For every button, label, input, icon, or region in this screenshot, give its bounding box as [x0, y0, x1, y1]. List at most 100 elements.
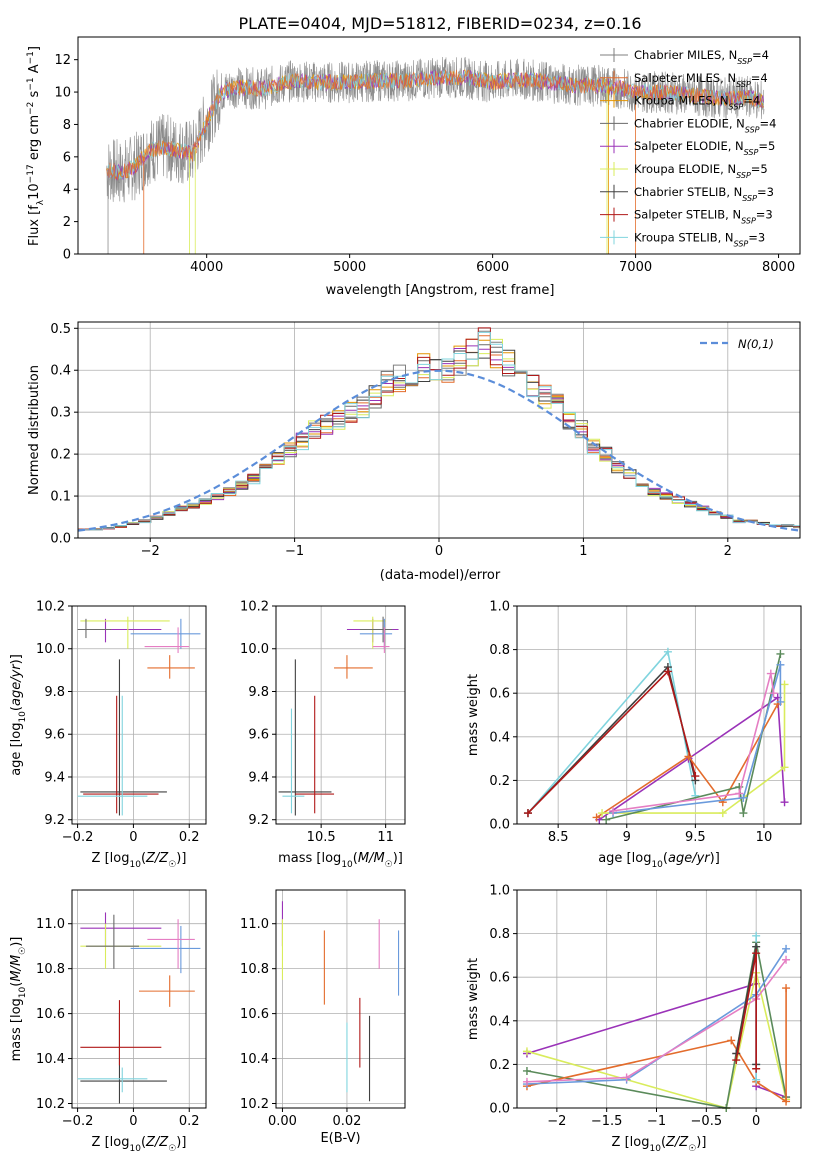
x-tick-label: −0.2	[62, 1114, 94, 1129]
x-tick-label: 9.5	[685, 830, 706, 845]
y-tick-label: 6	[63, 150, 71, 165]
weight-marker	[776, 697, 785, 706]
y-tick-label: 10.0	[36, 642, 65, 657]
weight-marker	[782, 955, 791, 964]
weight-marker	[776, 660, 785, 669]
chart-z-weight: −2 −1.5 −1 −0.5 0 0.0 0.2 0.4 0.6 0.8 1.0 Z [log10(…	[466, 884, 802, 1154]
y-tick-label: 10.2	[36, 1097, 65, 1112]
x-tick-label: −2	[547, 1114, 566, 1129]
x-tick-label: 0	[129, 830, 137, 845]
weight-marker	[523, 809, 532, 818]
y-tick-label: 0.5	[50, 322, 71, 337]
weight-marker	[598, 809, 607, 818]
x-tick-label: −1	[647, 1114, 666, 1129]
weight-marker	[782, 944, 791, 953]
weight-marker	[735, 789, 744, 798]
weight-marker	[718, 809, 727, 818]
y-tick-label: 10.6	[240, 1007, 269, 1022]
x-tick-label: 0.2	[179, 1114, 200, 1129]
chart-age-weight: 8.5 9 9.5 10 0.0 0.2 0.4 0.6 0.8 1.0 age [log10(ag…	[466, 600, 802, 870]
legend-entry: Chabrier ELODIE, NSSP=4	[634, 116, 776, 133]
y-tick-label: 11.0	[36, 917, 65, 932]
weight-marker	[780, 798, 789, 807]
x-tick-label: 0	[752, 1114, 760, 1129]
x-tick-label: 0	[435, 544, 443, 559]
x-axis-label: wavelength [Angstrom, rest frame]	[326, 283, 555, 298]
x-tick-label: 0.00	[268, 1114, 297, 1129]
y-tick-label: 10.2	[240, 1097, 269, 1112]
normal-reference-curve	[77, 369, 801, 532]
weight-marker	[780, 763, 789, 772]
weight-marker	[780, 680, 789, 689]
weight-marker	[522, 1077, 531, 1086]
weight-marker	[727, 1036, 736, 1045]
figure-title: PLATE=0404, MJD=51812, FIBERID=0234, z=0…	[238, 14, 641, 33]
weight-marker	[739, 793, 748, 802]
model-spectrum	[106, 70, 765, 180]
y-tick-label: 10.4	[240, 1052, 269, 1067]
x-axis-label: age [log10(age/yr)]	[598, 851, 720, 870]
weight-line	[527, 669, 697, 814]
weight-marker	[739, 809, 748, 818]
x-tick-label: 0.2	[179, 830, 200, 845]
legend-entry: Kroupa MILES, NSSP=4	[634, 94, 760, 112]
y-tick-label: 9.6	[44, 728, 65, 743]
y-tick-label: 0.4	[489, 730, 510, 745]
weight-marker	[782, 984, 791, 993]
legend-entry: Salpeter MILES, NSSP=4	[634, 71, 768, 89]
legend-entry: Chabrier MILES, NSSP=4	[634, 48, 769, 66]
x-axis-label: Z [log10(Z/Z☉)]	[612, 1135, 707, 1154]
x-tick-label: 8.5	[548, 830, 569, 845]
weight-marker	[663, 667, 672, 676]
chart-residuals: −2 −1 0 1 2 0.0 0.1 0.2 0.3 0.4 0.5 (data-model)/er…	[27, 321, 801, 583]
x-tick-label: 0	[129, 1114, 137, 1129]
chart-spectrum: 4000 5000 6000 7000 8000 0 2 4 6 8 10 12 wavelength …	[26, 36, 801, 298]
y-tick-label: 0.0	[489, 818, 510, 833]
weight-marker	[622, 1073, 631, 1082]
y-tick-label: 10.6	[36, 1007, 65, 1022]
x-tick-label: −0.2	[62, 830, 94, 845]
x-tick-label: 0.02	[332, 1114, 361, 1129]
weight-marker	[522, 1047, 531, 1056]
weight-marker	[752, 1064, 761, 1073]
y-tick-label: 0.0	[50, 532, 71, 547]
y-tick-label: 9.8	[248, 685, 269, 700]
axes-frame	[71, 889, 207, 1109]
legend-entry: Kroupa ELODIE, NSSP=5	[634, 162, 768, 180]
weight-line	[612, 673, 775, 812]
weight-line	[598, 696, 786, 821]
y-tick-label: 9.2	[44, 813, 65, 828]
weight-marker	[769, 689, 778, 698]
weight-marker	[663, 647, 672, 656]
weight-marker	[592, 813, 601, 822]
x-tick-label: −1.5	[591, 1114, 623, 1129]
weight-marker	[782, 1097, 791, 1106]
y-tick-label: 0.2	[489, 774, 510, 789]
weight-marker	[732, 1056, 741, 1065]
y-tick-label: 0.8	[489, 643, 510, 658]
weight-marker	[752, 1075, 761, 1084]
legend-entry: Salpeter ELODIE, NSSP=5	[634, 139, 775, 157]
y-tick-label: 8	[63, 118, 71, 133]
x-axis-label: (data-model)/error	[380, 568, 501, 583]
y-tick-label: 10	[54, 86, 71, 101]
y-tick-label: 2	[63, 215, 71, 230]
y-axis-label: mass weight	[466, 674, 481, 756]
x-tick-label: −2	[141, 544, 160, 559]
y-tick-label: 0.4	[50, 364, 71, 379]
weight-line	[612, 664, 782, 814]
x-tick-label: 9	[623, 830, 631, 845]
legend-entry: Kroupa STELIB, NSSP=3	[634, 230, 765, 248]
y-tick-label: 10.2	[36, 600, 65, 615]
y-tick-label: 0.2	[489, 1058, 510, 1073]
y-tick-label: 0	[63, 248, 71, 263]
legend-entry: N(0,1)	[738, 337, 774, 351]
legend-entry: Chabrier STELIB, NSSP=3	[634, 185, 774, 203]
x-tick-label: −0.5	[691, 1114, 723, 1129]
weight-line	[526, 959, 787, 1083]
x-axis-label: Z [log10(Z/Z☉)]	[92, 851, 187, 870]
weight-marker	[684, 752, 693, 761]
x-tick-label: 2	[724, 544, 732, 559]
y-tick-label: 0.6	[489, 687, 510, 702]
